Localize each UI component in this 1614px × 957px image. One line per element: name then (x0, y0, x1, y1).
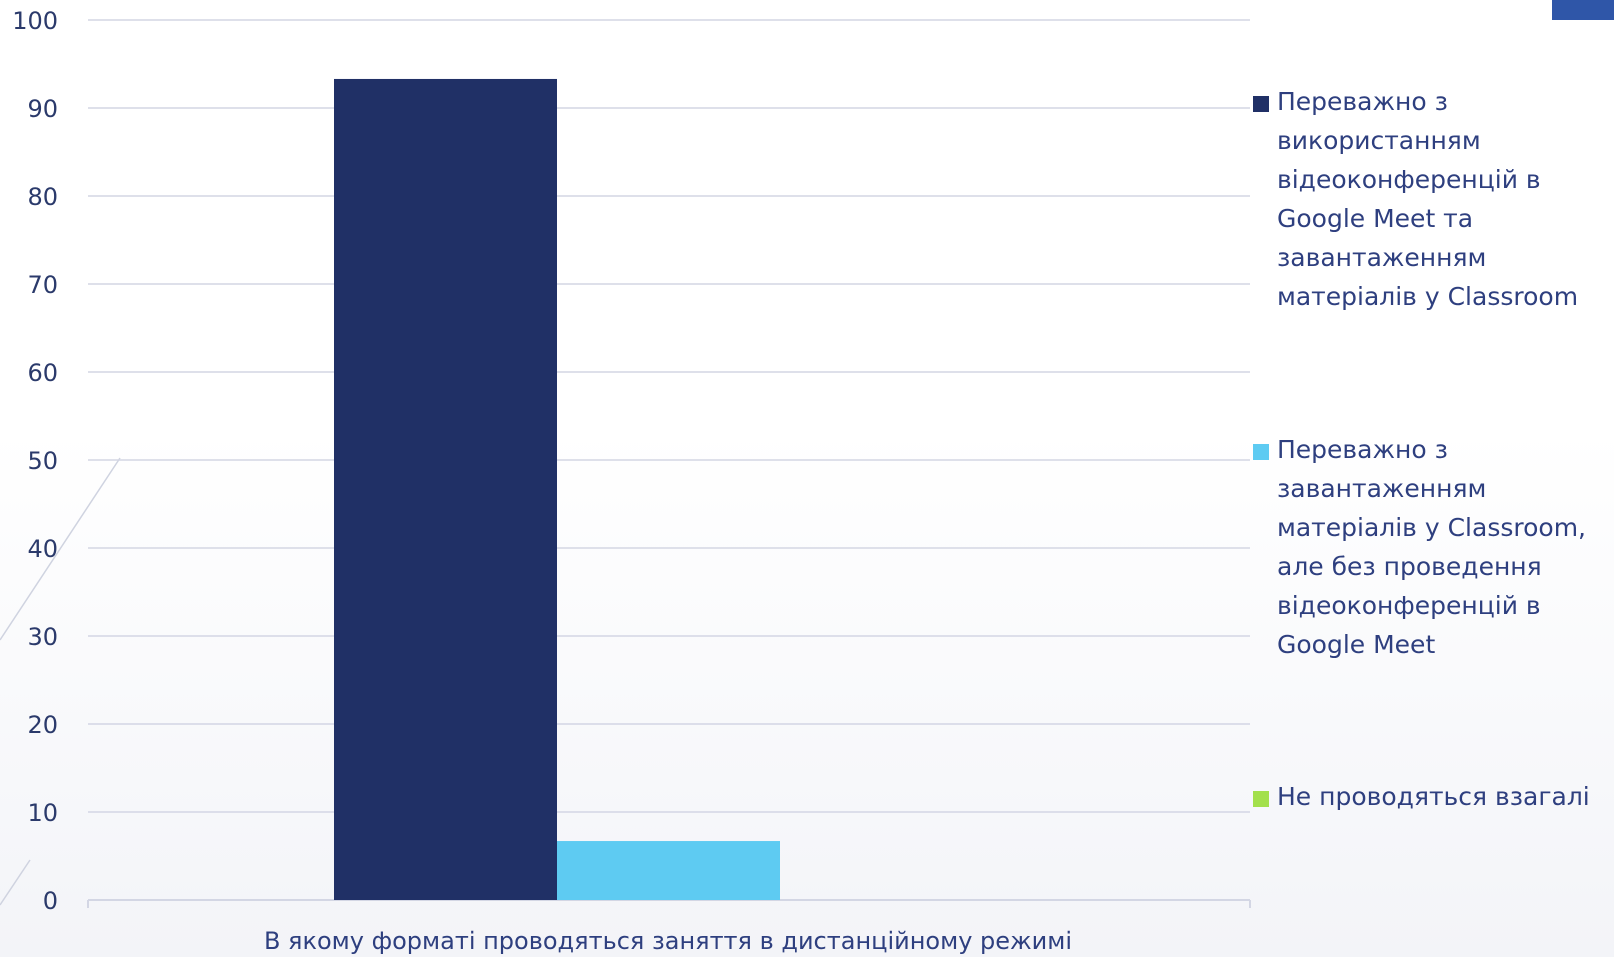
y-tick-label: 50 (27, 447, 58, 475)
legend-label: Переважно з завантаженням матеріалів у C… (1277, 435, 1586, 659)
y-tick-label: 90 (27, 95, 58, 123)
legend-label: Не проводяться взагалі (1277, 782, 1590, 811)
decor-line (0, 859, 31, 906)
legend-swatch (1253, 96, 1269, 112)
x-axis: В якому форматі проводяться заняття в ди… (264, 927, 1072, 955)
y-tick-label: 80 (27, 183, 58, 211)
bar-series-1 (334, 78, 557, 900)
y-tick-label: 10 (27, 799, 58, 827)
legend-swatch (1253, 791, 1269, 807)
bar-series-2 (557, 841, 780, 900)
gridlines (87, 19, 1251, 908)
y-tick-label: 100 (12, 7, 58, 35)
corner-accent-box (1552, 0, 1614, 20)
decor-line (0, 457, 121, 641)
y-tick-label: 20 (27, 711, 58, 739)
y-tick-label: 30 (27, 623, 58, 651)
bars (334, 78, 780, 900)
y-axis-ticks: 0 10 20 30 40 50 60 70 80 90 100 (12, 7, 58, 915)
x-category-label: В якому форматі проводяться заняття в ди… (264, 927, 1072, 955)
y-tick-label: 40 (27, 535, 58, 563)
legend-swatch (1253, 444, 1269, 460)
y-tick-label: 0 (43, 887, 58, 915)
y-tick-label: 70 (27, 271, 58, 299)
legend-label: Переважно з використанням відеоконференц… (1277, 87, 1579, 311)
decorative-lines (0, 457, 121, 906)
y-tick-label: 60 (27, 359, 58, 387)
